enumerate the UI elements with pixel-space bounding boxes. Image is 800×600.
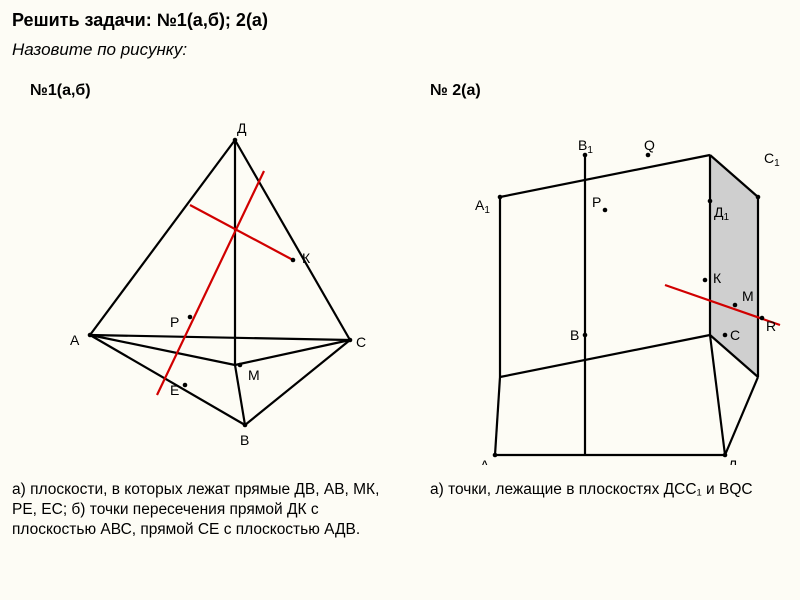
svg-text:С: С (356, 334, 366, 350)
svg-text:М: М (248, 367, 260, 383)
svg-text:Д: Д (728, 457, 738, 465)
svg-text:А1: А1 (475, 197, 490, 216)
svg-text:С: С (730, 327, 740, 343)
svg-text:М: М (742, 288, 754, 304)
svg-text:Д: Д (237, 120, 247, 136)
fig2-label: № 2(а) (430, 82, 481, 100)
svg-text:А: А (70, 332, 80, 348)
svg-text:Р: Р (170, 314, 179, 330)
svg-text:К: К (713, 270, 722, 286)
caption-right: а) точки, лежащие в плоскостях ДСС₁ и BQ… (430, 480, 780, 500)
svg-text:Е: Е (170, 382, 179, 398)
title: Решить задачи: №1(а,б); 2(а) (12, 10, 268, 31)
svg-text:В: В (570, 327, 579, 343)
slide: Решить задачи: №1(а,б); 2(а) Назовите по… (0, 0, 800, 600)
svg-text:К: К (302, 250, 311, 266)
figure-1: Д А С В М К Р Е (30, 105, 390, 455)
svg-text:Q: Q (644, 137, 655, 153)
svg-text:В: В (240, 432, 249, 448)
caption-left: а) плоскости, в которых лежат прямые ДВ,… (12, 480, 392, 540)
svg-text:С1: С1 (764, 150, 780, 169)
svg-text:Р: Р (592, 194, 601, 210)
svg-text:R: R (766, 318, 776, 334)
svg-text:А: А (480, 457, 490, 465)
fig1-label: №1(а,б) (30, 82, 91, 100)
subtitle: Назовите по рисунку: (12, 40, 187, 60)
figure-2: В1QС1А1Д1РКМRВСАД (430, 105, 790, 455)
